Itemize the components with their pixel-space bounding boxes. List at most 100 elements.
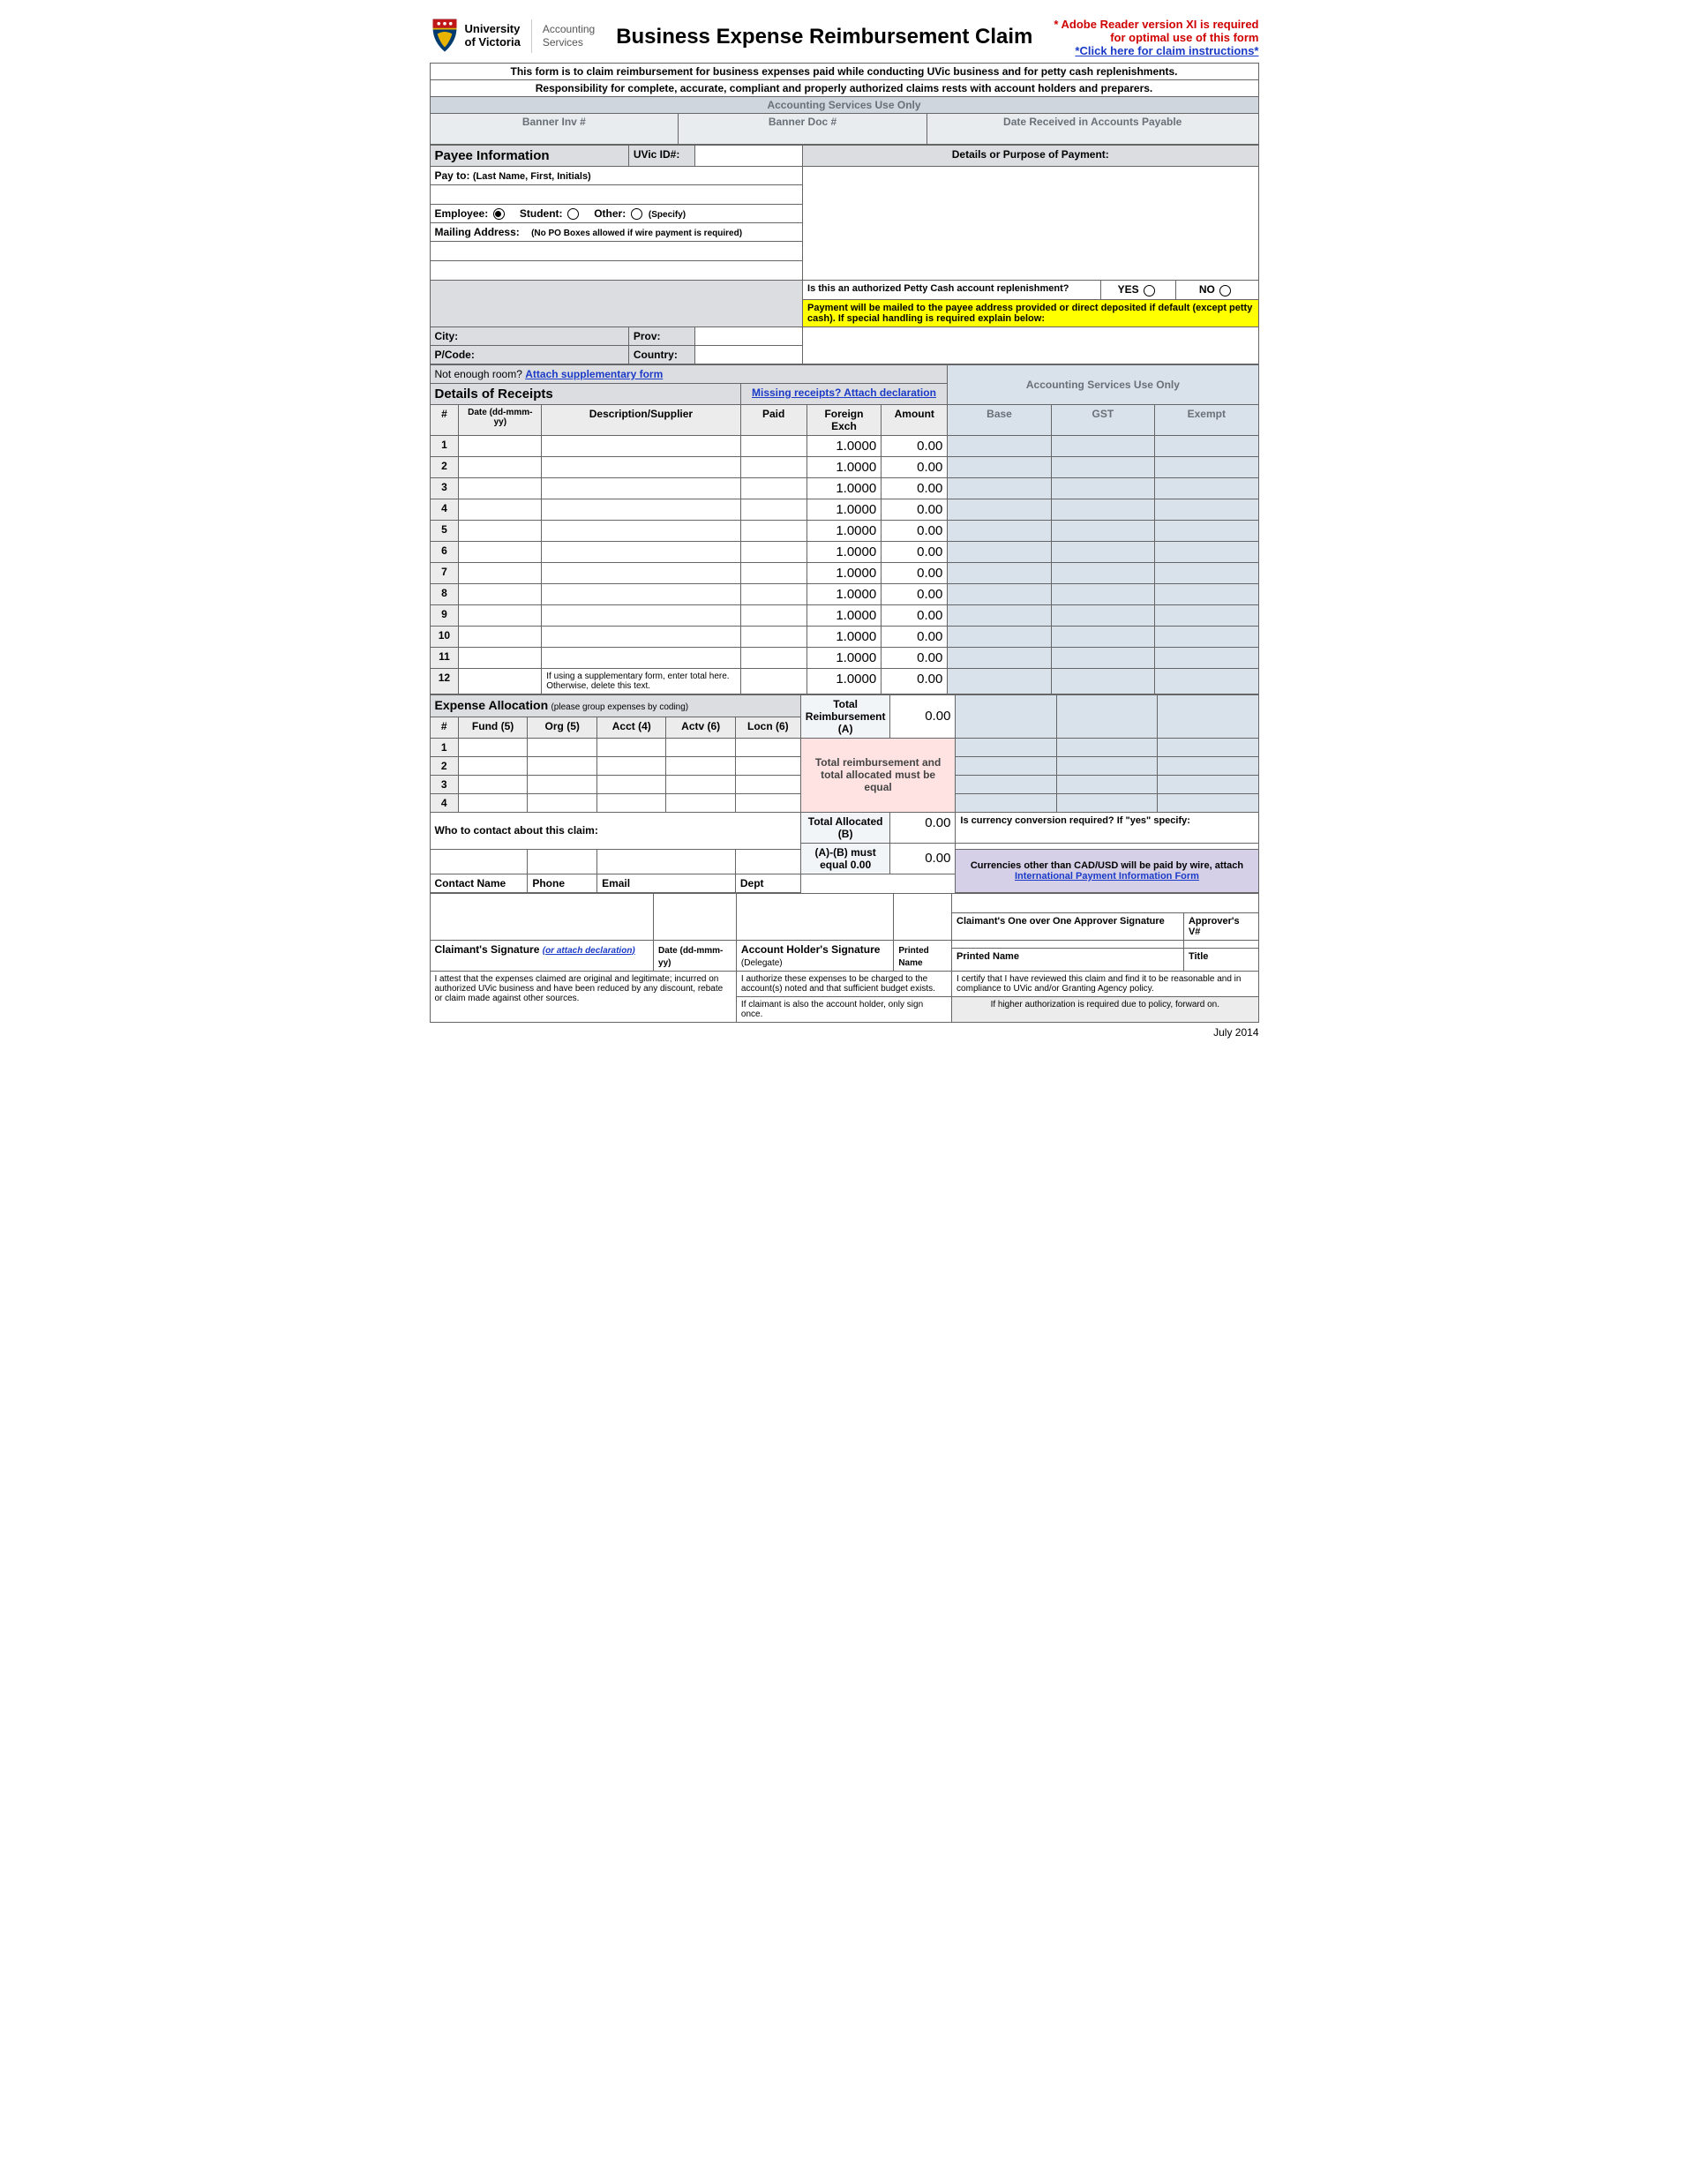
row-date[interactable]: [459, 456, 542, 477]
row-base[interactable]: [948, 541, 1051, 562]
currency-input[interactable]: [956, 843, 1258, 849]
row-base[interactable]: [948, 647, 1051, 668]
printed-name2-box[interactable]: [952, 940, 1184, 948]
row-date[interactable]: [459, 499, 542, 520]
row-exempt[interactable]: [1155, 477, 1258, 499]
row-gst[interactable]: [1051, 604, 1154, 626]
row-paid[interactable]: [740, 668, 806, 694]
row-date[interactable]: [459, 583, 542, 604]
row-paid[interactable]: [740, 456, 806, 477]
phone-input[interactable]: [528, 849, 597, 874]
row-gst[interactable]: [1051, 541, 1154, 562]
employee-radio[interactable]: [493, 208, 505, 220]
row-paid[interactable]: [740, 520, 806, 541]
row-gst[interactable]: [1051, 435, 1154, 456]
row-desc[interactable]: [542, 435, 740, 456]
row-exempt[interactable]: [1155, 456, 1258, 477]
mailing-input1[interactable]: [430, 242, 803, 261]
row-date[interactable]: [459, 647, 542, 668]
details-textarea[interactable]: [803, 167, 1258, 281]
other-radio[interactable]: [631, 208, 642, 220]
row-desc[interactable]: If using a supplementary form, enter tot…: [542, 668, 740, 694]
row-exempt[interactable]: [1155, 562, 1258, 583]
payto-input[interactable]: [430, 185, 803, 205]
row-exempt[interactable]: [1155, 499, 1258, 520]
row-paid[interactable]: [740, 477, 806, 499]
row-exempt[interactable]: [1155, 626, 1258, 647]
row-base[interactable]: [948, 435, 1051, 456]
row-gst[interactable]: [1051, 668, 1154, 694]
row-paid[interactable]: [740, 499, 806, 520]
student-radio[interactable]: [567, 208, 579, 220]
row-base[interactable]: [948, 668, 1051, 694]
banner-doc-input[interactable]: [680, 128, 925, 142]
date-box[interactable]: [654, 893, 737, 940]
row-base[interactable]: [948, 520, 1051, 541]
row-base[interactable]: [948, 477, 1051, 499]
row-base[interactable]: [948, 583, 1051, 604]
row-gst[interactable]: [1051, 626, 1154, 647]
row-paid[interactable]: [740, 647, 806, 668]
row-gst[interactable]: [1051, 477, 1154, 499]
row-base[interactable]: [948, 456, 1051, 477]
email-input[interactable]: [597, 849, 736, 874]
row-date[interactable]: [459, 477, 542, 499]
country-input[interactable]: [694, 345, 802, 364]
title-box[interactable]: [1183, 940, 1258, 948]
row-paid[interactable]: [740, 435, 806, 456]
row-exempt[interactable]: [1155, 541, 1258, 562]
mailing-input2[interactable]: [430, 261, 803, 281]
row-exempt[interactable]: [1155, 583, 1258, 604]
row-base[interactable]: [948, 499, 1051, 520]
row-gst[interactable]: [1051, 583, 1154, 604]
acct-sig-box[interactable]: [736, 893, 893, 940]
claimant-sig-box[interactable]: [430, 893, 654, 940]
dept-input[interactable]: [735, 849, 800, 874]
row-base[interactable]: [948, 562, 1051, 583]
row-desc[interactable]: [542, 541, 740, 562]
row-desc[interactable]: [542, 520, 740, 541]
row-gst[interactable]: [1051, 647, 1154, 668]
intl-link[interactable]: International Payment Information Form: [1015, 871, 1199, 882]
row-date[interactable]: [459, 520, 542, 541]
row-date[interactable]: [459, 668, 542, 694]
row-desc[interactable]: [542, 477, 740, 499]
row-desc[interactable]: [542, 604, 740, 626]
row-date[interactable]: [459, 562, 542, 583]
row-desc[interactable]: [542, 583, 740, 604]
row-exempt[interactable]: [1155, 435, 1258, 456]
row-paid[interactable]: [740, 583, 806, 604]
row-desc[interactable]: [542, 456, 740, 477]
attach-supp-link[interactable]: Attach supplementary form: [525, 368, 663, 380]
row-date[interactable]: [459, 435, 542, 456]
missing-link[interactable]: Missing receipts? Attach declaration: [752, 387, 936, 399]
row-date[interactable]: [459, 626, 542, 647]
row-desc[interactable]: [542, 647, 740, 668]
row-paid[interactable]: [740, 541, 806, 562]
contact-name-input[interactable]: [430, 849, 528, 874]
row-exempt[interactable]: [1155, 668, 1258, 694]
approver-sig-box[interactable]: [952, 893, 1258, 912]
row-desc[interactable]: [542, 562, 740, 583]
date-recv-input[interactable]: [929, 128, 1257, 142]
row-base[interactable]: [948, 604, 1051, 626]
row-gst[interactable]: [1051, 499, 1154, 520]
handling-input[interactable]: [803, 326, 1258, 364]
row-desc[interactable]: [542, 499, 740, 520]
row-gst[interactable]: [1051, 456, 1154, 477]
instructions-link[interactable]: *Click here for claim instructions*: [1075, 44, 1258, 57]
row-exempt[interactable]: [1155, 647, 1258, 668]
row-base[interactable]: [948, 626, 1051, 647]
row-paid[interactable]: [740, 626, 806, 647]
row-date[interactable]: [459, 604, 542, 626]
row-desc[interactable]: [542, 626, 740, 647]
yes-radio[interactable]: [1144, 285, 1155, 296]
printed-box[interactable]: [894, 893, 952, 940]
uvic-id-input[interactable]: [694, 146, 802, 167]
row-exempt[interactable]: [1155, 520, 1258, 541]
row-paid[interactable]: [740, 604, 806, 626]
claimant-hint-link[interactable]: (or attach declaration): [543, 946, 635, 956]
row-date[interactable]: [459, 541, 542, 562]
row-gst[interactable]: [1051, 520, 1154, 541]
banner-inv-input[interactable]: [432, 128, 677, 142]
